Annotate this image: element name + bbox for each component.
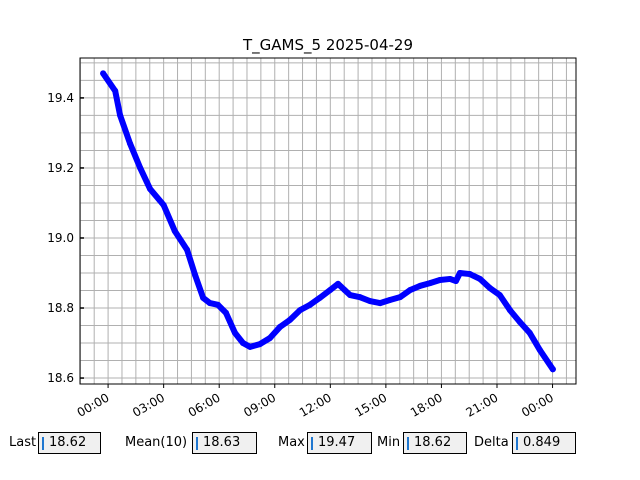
- min-label: Min: [377, 435, 401, 450]
- data-point: [184, 246, 191, 253]
- max-label: Max: [278, 435, 305, 450]
- data-point: [341, 287, 348, 294]
- x-tick-label: 06:00: [186, 390, 223, 419]
- data-point: [397, 294, 404, 301]
- data-point: [496, 292, 503, 299]
- data-point: [266, 335, 273, 342]
- data-point: [112, 87, 119, 94]
- data-point: [256, 341, 263, 348]
- series-layer: [100, 70, 556, 373]
- last-value-field[interactable]: 18.62: [38, 432, 101, 454]
- last-label: Last: [9, 435, 37, 450]
- x-tick-label: 21:00: [464, 390, 501, 419]
- x-axis: 00:00 03:00 06:00 09:00 12:00 15:00 18:00 21:00…: [75, 384, 556, 420]
- max-value-field[interactable]: 19.47: [307, 432, 372, 454]
- y-tick-label: 18.6: [47, 371, 74, 385]
- data-point: [526, 329, 533, 336]
- data-point: [316, 294, 323, 301]
- data-point: [117, 112, 124, 119]
- data-point: [436, 277, 443, 284]
- x-tick-label: 00:00: [75, 390, 112, 419]
- data-point: [335, 280, 342, 287]
- min-value-field[interactable]: 18.62: [403, 432, 467, 454]
- data-point: [406, 287, 413, 294]
- series-line: [100, 70, 556, 373]
- data-point: [127, 140, 134, 147]
- y-axis: 18.6 18.8 19.0 19.2 19.4: [47, 91, 84, 385]
- data-point: [377, 300, 384, 307]
- data-point: [206, 300, 213, 307]
- y-tick-label: 18.8: [47, 301, 74, 315]
- chart-title: T_GAMS_5 2025-04-29: [242, 36, 413, 55]
- delta-value-field[interactable]: 0.849: [512, 432, 576, 454]
- y-tick-label: 19.0: [47, 231, 74, 245]
- data-point: [247, 343, 254, 350]
- data-point: [416, 282, 423, 289]
- data-point: [286, 316, 293, 323]
- data-point: [171, 227, 178, 234]
- data-point: [137, 164, 144, 171]
- data-point: [277, 323, 284, 330]
- line-chart: T_GAMS_5 2025-04-29 18.6 18.8 19.0 19.2 19.4…: [47, 36, 577, 420]
- data-point: [549, 366, 556, 373]
- delta-label: Delta: [474, 435, 509, 450]
- x-tick-label: 00:00: [519, 390, 556, 419]
- data-point: [231, 329, 238, 336]
- plot-frame: [79, 57, 577, 385]
- data-point: [452, 278, 459, 285]
- data-point: [447, 275, 454, 282]
- data-point: [147, 185, 154, 192]
- data-point: [516, 319, 523, 326]
- data-point: [327, 287, 334, 294]
- data-point: [486, 285, 493, 292]
- data-point: [100, 70, 107, 77]
- data-point: [477, 275, 484, 282]
- data-point: [239, 340, 246, 347]
- data-point: [347, 292, 354, 299]
- data-point: [160, 202, 167, 209]
- data-point: [456, 269, 463, 276]
- data-point: [386, 296, 393, 303]
- data-point: [222, 309, 229, 316]
- x-tick-label: 18:00: [408, 390, 445, 419]
- y-tick-label: 19.4: [47, 91, 74, 105]
- x-tick-label: 15:00: [352, 390, 389, 419]
- data-point: [366, 298, 373, 305]
- x-tick-label: 12:00: [297, 390, 334, 419]
- data-point: [200, 294, 207, 301]
- data-point: [466, 271, 473, 278]
- data-point: [306, 301, 313, 308]
- data-point: [356, 294, 363, 301]
- y-tick-label: 19.2: [47, 161, 74, 175]
- x-tick-label: 03:00: [130, 390, 167, 419]
- data-point: [536, 347, 543, 354]
- x-tick-label: 09:00: [241, 390, 278, 419]
- data-point: [506, 307, 513, 314]
- data-point: [427, 280, 434, 287]
- mean-value-field[interactable]: 18.63: [192, 432, 257, 454]
- data-point: [192, 272, 199, 279]
- grid: [79, 58, 576, 384]
- data-point: [214, 301, 221, 308]
- mean-label: Mean(10): [125, 435, 188, 450]
- data-point: [297, 307, 304, 314]
